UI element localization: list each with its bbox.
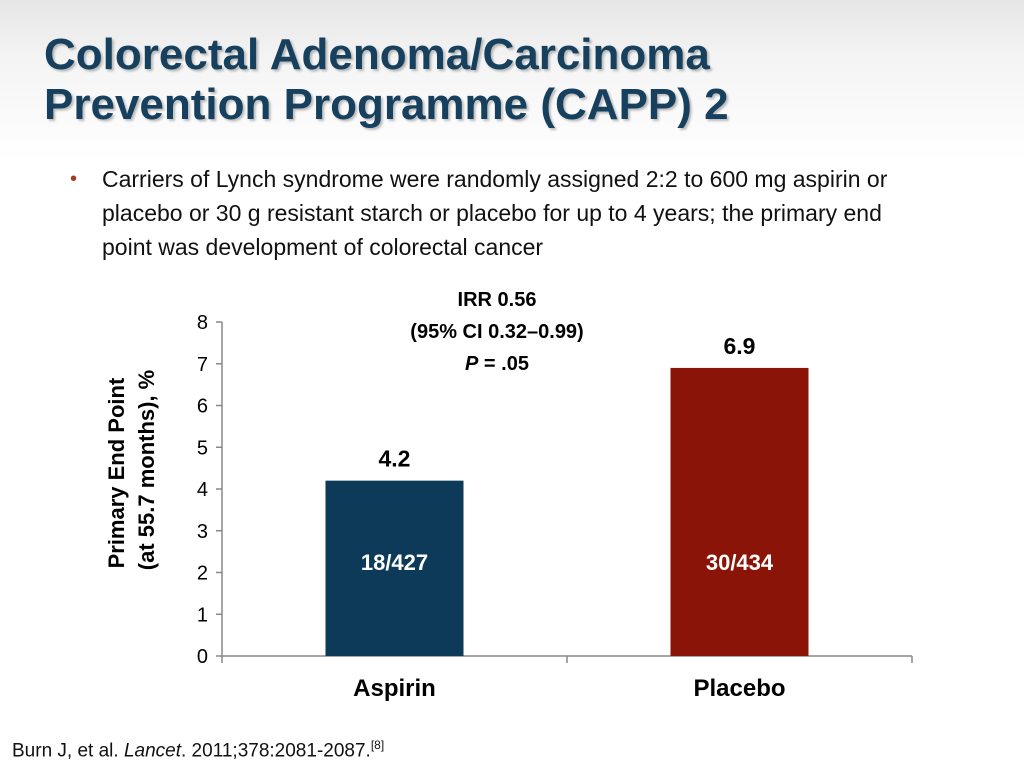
- x-ticks: [221, 656, 913, 663]
- slide-title-line-1: Colorectal Adenoma/Carcinoma: [44, 30, 710, 79]
- annotation-p-value: P = .05: [465, 353, 529, 375]
- y-tick-label: 4: [197, 479, 208, 501]
- y-axis-label: Primary End Point (at 55.7 months), %: [104, 370, 159, 570]
- y-tick-label: 3: [197, 521, 208, 543]
- y-tick-label: 1: [197, 604, 208, 626]
- y-tick-label: 5: [197, 437, 208, 459]
- y-axis-label-line-1: Primary End Point: [104, 377, 129, 568]
- bullet-dot-icon: •: [70, 168, 78, 190]
- y-ticks: 0 1 2 3 4 5 6 7 8: [197, 312, 222, 668]
- y-tick-label: 0: [197, 646, 208, 668]
- bar-inner-label: 18/427: [361, 550, 428, 575]
- bullet-item: • Carriers of Lynch syndrome were random…: [70, 162, 910, 264]
- y-tick-label: 2: [197, 563, 208, 585]
- y-tick-label: 8: [197, 312, 208, 334]
- annotation-ci: (95% CI 0.32–0.99): [410, 321, 583, 343]
- bar-inner-label: 30/434: [706, 550, 774, 575]
- bullet-text: Carriers of Lynch syndrome were randomly…: [102, 166, 888, 260]
- y-axis-label-line-2: (at 55.7 months), %: [134, 370, 159, 570]
- bar-aspirin: [325, 480, 464, 656]
- slide-title-line-2: Prevention Programme (CAPP) 2: [44, 80, 729, 129]
- x-category-label: Aspirin: [353, 675, 436, 702]
- y-tick-label: 6: [197, 396, 208, 418]
- bars: [325, 367, 809, 656]
- citation-ref: [8]: [370, 738, 385, 752]
- bar-value-label: 6.9: [724, 333, 756, 359]
- citation-authors: Burn J, et al.: [12, 740, 119, 762]
- citation-details: . 2011;378:2081-2087.: [181, 740, 371, 762]
- chart-axes: [221, 322, 912, 657]
- bullet-list: • Carriers of Lynch syndrome were random…: [70, 162, 910, 264]
- annotation-p-rest: = .05: [478, 353, 529, 375]
- annotation-irr: IRR 0.56: [458, 289, 537, 311]
- bar-value-label: 4.2: [379, 446, 411, 472]
- bar-placebo: [670, 367, 809, 656]
- labels: 4.2 18/427 Aspirin 6.9 30/434 Placebo: [353, 333, 785, 702]
- slide-title: Colorectal Adenoma/Carcinoma Prevention …: [44, 30, 1004, 130]
- annotation-p-italic: P: [465, 353, 479, 375]
- y-tick-label: 7: [197, 354, 208, 376]
- citation-journal: Lancet: [123, 740, 181, 762]
- x-category-label: Placebo: [693, 675, 785, 702]
- citation: Burn J, et al. Lancet. 2011;378:2081-208…: [12, 738, 384, 762]
